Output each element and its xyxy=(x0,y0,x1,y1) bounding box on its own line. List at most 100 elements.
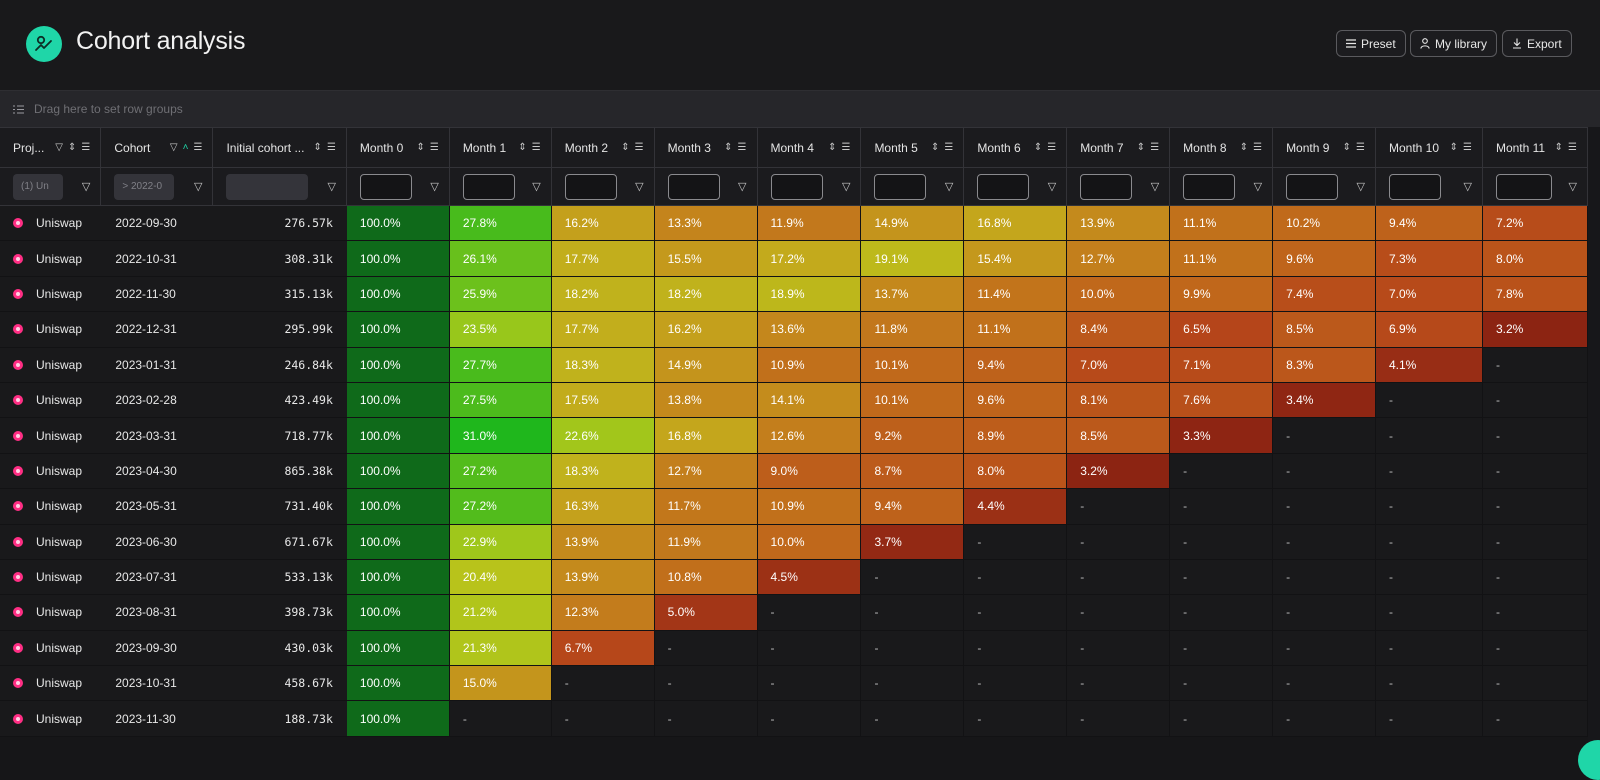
cohort-cell[interactable]: 2023-10-31 xyxy=(100,665,214,702)
sort-icon[interactable]: ⇕ xyxy=(68,142,77,153)
retention-cell[interactable]: 10.8% xyxy=(654,559,758,596)
retention-cell[interactable]: 14.9% xyxy=(860,205,965,242)
retention-cell[interactable]: 8.0% xyxy=(1482,240,1589,277)
retention-cell[interactable]: - xyxy=(551,665,655,702)
retention-cell[interactable]: - xyxy=(1169,630,1274,667)
retention-cell[interactable]: 7.6% xyxy=(1169,382,1274,419)
col-header-month-11[interactable]: Month 11 ⇕ ☰ xyxy=(1482,127,1589,168)
retention-cell[interactable]: 8.1% xyxy=(1066,382,1171,419)
initial-size-cell[interactable]: 276.57k xyxy=(212,205,347,242)
retention-cell[interactable]: 8.7% xyxy=(860,453,965,490)
retention-cell[interactable]: - xyxy=(1375,524,1483,560)
retention-cell[interactable]: - xyxy=(860,559,965,596)
col-header-month-4[interactable]: Month 4 ⇕ ☰ xyxy=(757,127,862,168)
retention-cell[interactable]: 100.0% xyxy=(346,524,450,560)
month-filter-input[interactable] xyxy=(770,173,823,200)
retention-cell[interactable]: - xyxy=(1066,559,1171,596)
retention-cell[interactable]: 27.2% xyxy=(449,453,552,490)
retention-cell[interactable]: 10.1% xyxy=(860,382,965,419)
month-filter-input[interactable] xyxy=(1388,173,1441,200)
retention-cell[interactable]: 12.6% xyxy=(757,417,862,454)
retention-cell[interactable]: 27.2% xyxy=(449,488,552,525)
retention-cell[interactable]: 100.0% xyxy=(346,382,450,419)
month-filter-input[interactable] xyxy=(462,173,515,200)
month-filter-input[interactable] xyxy=(667,173,720,200)
cohort-cell[interactable]: 2023-02-28 xyxy=(100,382,214,419)
retention-cell[interactable]: 22.6% xyxy=(551,417,655,454)
cohort-cell[interactable]: 2022-12-31 xyxy=(100,311,214,348)
cohort-cell[interactable]: 2023-06-30 xyxy=(100,524,214,560)
retention-cell[interactable]: 100.0% xyxy=(346,453,450,490)
retention-cell[interactable]: 16.8% xyxy=(963,205,1068,242)
retention-cell[interactable]: - xyxy=(963,524,1068,560)
retention-cell[interactable]: - xyxy=(1169,665,1274,702)
retention-cell[interactable]: 10.0% xyxy=(1066,276,1171,313)
retention-cell[interactable]: - xyxy=(1482,417,1589,454)
retention-cell[interactable]: 8.9% xyxy=(963,417,1068,454)
retention-cell[interactable]: 12.7% xyxy=(654,453,758,490)
filter-icon[interactable]: ▽ xyxy=(841,181,851,193)
filter-icon[interactable]: ▽ xyxy=(169,142,178,153)
sort-icon[interactable]: ⇕ xyxy=(1449,142,1458,153)
retention-cell[interactable]: - xyxy=(1272,665,1376,702)
retention-cell[interactable]: - xyxy=(551,700,655,737)
filter-icon[interactable]: ▽ xyxy=(193,181,203,193)
preset-button[interactable]: Preset xyxy=(1336,30,1406,57)
retention-cell[interactable]: - xyxy=(860,665,965,702)
retention-cell[interactable]: 8.0% xyxy=(963,453,1068,490)
cohort-cell[interactable]: 2023-11-30 xyxy=(100,700,214,737)
col-header-month-3[interactable]: Month 3 ⇕ ☰ xyxy=(654,127,758,168)
project-cell[interactable]: Uniswap xyxy=(0,347,102,383)
filter-icon[interactable]: ▽ xyxy=(81,181,91,193)
table-row[interactable]: Uniswap 2022-12-31 295.99k 100.0% 23.5% 17.7%… xyxy=(0,311,1589,348)
retention-cell[interactable]: - xyxy=(1066,700,1171,737)
month-filter-input[interactable] xyxy=(1080,173,1133,200)
sort-icon[interactable]: ⇕ xyxy=(1342,142,1351,153)
cohort-cell[interactable]: 2022-11-30 xyxy=(100,276,214,313)
retention-cell[interactable]: 21.2% xyxy=(449,594,552,631)
retention-cell[interactable]: 15.0% xyxy=(449,665,552,702)
retention-cell[interactable]: 9.9% xyxy=(1169,276,1274,313)
retention-cell[interactable]: 11.7% xyxy=(654,488,758,525)
month-filter-input[interactable] xyxy=(874,173,927,200)
project-cell[interactable]: Uniswap xyxy=(0,240,102,277)
table-row[interactable]: Uniswap 2023-02-28 423.49k 100.0% 27.5% 17.5%… xyxy=(0,382,1589,419)
retention-cell[interactable]: 16.8% xyxy=(654,417,758,454)
retention-cell[interactable]: 100.0% xyxy=(346,594,450,631)
table-row[interactable]: Uniswap 2023-07-31 533.13k 100.0% 20.4% 13.9%… xyxy=(0,559,1589,596)
filter-icon[interactable]: ▽ xyxy=(1568,181,1577,193)
table-row[interactable]: Uniswap 2023-04-30 865.38k 100.0% 27.2% 18.3%… xyxy=(0,453,1589,490)
menu-icon[interactable]: ☰ xyxy=(81,142,91,153)
cohort-cell[interactable]: 2023-07-31 xyxy=(100,559,214,596)
retention-cell[interactable]: - xyxy=(1375,488,1483,525)
retention-cell[interactable]: - xyxy=(1066,630,1171,667)
retention-cell[interactable]: - xyxy=(1482,524,1589,560)
project-cell[interactable]: Uniswap xyxy=(0,276,102,313)
retention-cell[interactable]: 6.9% xyxy=(1375,311,1483,348)
retention-cell[interactable]: 11.1% xyxy=(1169,205,1274,242)
retention-cell[interactable]: 8.3% xyxy=(1272,347,1376,383)
retention-cell[interactable]: 100.0% xyxy=(346,347,450,383)
retention-cell[interactable]: 31.0% xyxy=(449,417,552,454)
retention-cell[interactable]: 18.3% xyxy=(551,347,655,383)
retention-cell[interactable]: - xyxy=(757,594,862,631)
retention-cell[interactable]: 9.6% xyxy=(1272,240,1376,277)
col-header-month-2[interactable]: Month 2 ⇕ ☰ xyxy=(551,127,655,168)
retention-cell[interactable]: 11.1% xyxy=(963,311,1068,348)
retention-cell[interactable]: 13.8% xyxy=(654,382,758,419)
project-cell[interactable]: Uniswap xyxy=(0,630,102,667)
sort-icon[interactable]: ⇕ xyxy=(1136,142,1146,153)
retention-cell[interactable]: 13.9% xyxy=(551,524,655,560)
table-row[interactable]: Uniswap 2023-11-30 188.73k 100.0% - - - - - - - - - -… xyxy=(0,700,1589,737)
retention-cell[interactable]: 8.4% xyxy=(1066,311,1171,348)
retention-cell[interactable]: - xyxy=(1482,665,1589,702)
filter-icon[interactable]: ▽ xyxy=(1150,181,1160,193)
sort-icon[interactable]: ⇕ xyxy=(1033,142,1043,153)
col-header-initial[interactable]: Initial cohort ... ⇕ ☰ xyxy=(212,127,347,168)
retention-cell[interactable]: - xyxy=(963,594,1068,631)
menu-icon[interactable]: ☰ xyxy=(531,142,541,153)
project-cell[interactable]: Uniswap xyxy=(0,524,102,560)
retention-cell[interactable]: 18.9% xyxy=(757,276,862,313)
cohort-cell[interactable]: 2023-03-31 xyxy=(100,417,214,454)
initial-size-cell[interactable]: 188.73k xyxy=(212,700,347,737)
